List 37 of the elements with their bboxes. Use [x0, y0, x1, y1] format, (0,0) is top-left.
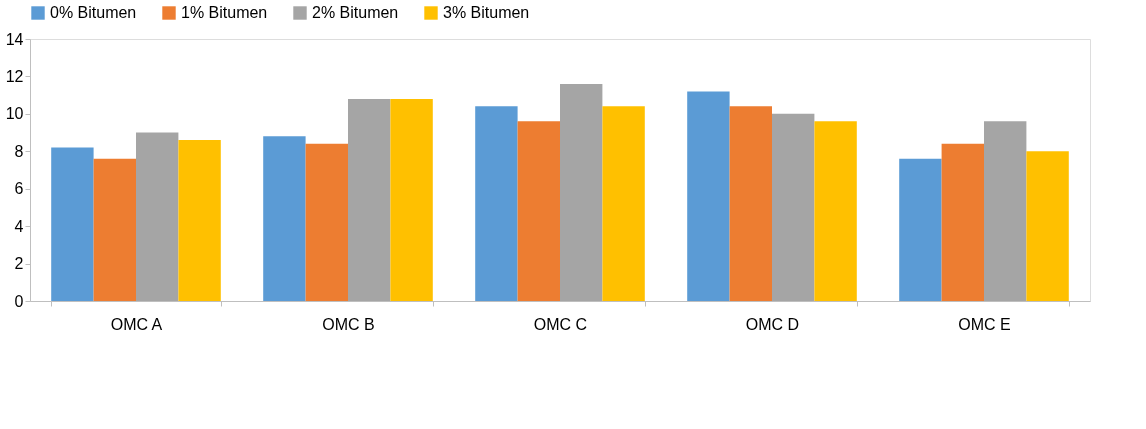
- bar: [517, 121, 560, 301]
- bar: [899, 158, 942, 301]
- bar: [51, 147, 94, 301]
- bar: [602, 106, 645, 301]
- bar: [560, 83, 603, 301]
- bar: [475, 106, 518, 301]
- bar: [390, 98, 433, 301]
- bar: [984, 121, 1027, 301]
- bar: [348, 98, 391, 301]
- x-tick-label: OMC E: [958, 315, 1011, 333]
- y-tick-label: 10: [5, 105, 24, 123]
- bar: [772, 113, 815, 301]
- y-tick-label: 0: [14, 292, 24, 310]
- legend-label: 2% Bitumen: [312, 4, 399, 21]
- x-tick-label: OMC D: [745, 315, 800, 333]
- x-tick-label: OMC B: [322, 315, 375, 333]
- x-tick-label: OMC A: [110, 315, 163, 333]
- y-tick-label: 4: [14, 217, 24, 235]
- y-tick-label: 14: [5, 30, 24, 48]
- bar: [305, 143, 348, 301]
- legend-label: 3% Bitumen: [443, 4, 530, 21]
- bar: [263, 136, 306, 301]
- bar: [941, 143, 984, 301]
- legend-label: 0% Bitumen: [50, 4, 137, 21]
- bar: [729, 106, 772, 301]
- bar: [178, 140, 221, 301]
- x-tick-label: OMC C: [533, 315, 588, 333]
- y-tick-label: 8: [14, 142, 24, 160]
- bar: [814, 121, 857, 301]
- y-tick-label: 2: [14, 255, 24, 273]
- bar: [93, 158, 136, 301]
- bar: [1026, 151, 1069, 301]
- y-tick-label: 12: [5, 67, 24, 85]
- legend-label: 1% Bitumen: [181, 4, 268, 21]
- y-tick-label: 6: [14, 180, 24, 198]
- bar: [687, 91, 730, 301]
- bar: [136, 132, 179, 301]
